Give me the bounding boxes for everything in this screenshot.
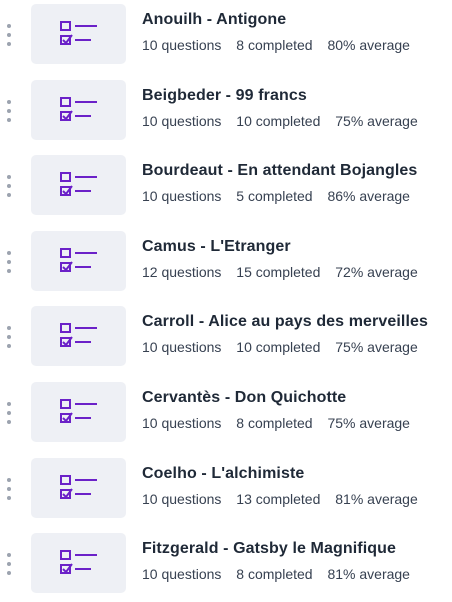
quiz-stats: 10 questions 8 completed 80% average: [142, 37, 410, 53]
drag-handle-icon[interactable]: [6, 251, 12, 273]
average-score: 72% average: [335, 264, 418, 280]
completed-count: 8 completed: [236, 37, 313, 53]
quiz-item[interactable]: Anouilh - Antigone 10 questions 8 comple…: [0, 4, 452, 64]
drag-handle-icon[interactable]: [6, 478, 12, 500]
checklist-icon: [59, 21, 97, 45]
quiz-title[interactable]: Anouilh - Antigone: [142, 11, 287, 28]
quiz-title[interactable]: Fitzgerald - Gatsby le Magnifique: [142, 540, 396, 557]
quiz-stats: 10 questions 10 completed 75% average: [142, 339, 418, 355]
checklist-icon: [59, 248, 97, 272]
quiz-thumbnail[interactable]: [31, 533, 126, 593]
drag-handle-icon[interactable]: [6, 326, 12, 348]
quiz-title[interactable]: Carroll - Alice au pays des merveilles: [142, 313, 429, 330]
quiz-thumbnail[interactable]: [31, 458, 126, 518]
quiz-thumbnail[interactable]: [31, 80, 126, 140]
question-count: 12 questions: [142, 264, 222, 280]
completed-count: 10 completed: [236, 113, 321, 129]
question-count: 10 questions: [142, 188, 222, 204]
quiz-item[interactable]: Coelho - L'alchimiste 10 questions 13 co…: [0, 458, 452, 518]
question-count: 10 questions: [142, 566, 222, 582]
average-score: 75% average: [335, 113, 418, 129]
average-score: 81% average: [335, 491, 418, 507]
quiz-stats: 10 questions 8 completed 81% average: [142, 566, 410, 582]
average-score: 75% average: [335, 339, 418, 355]
completed-count: 10 completed: [236, 339, 321, 355]
quiz-item[interactable]: Camus - L'Etranger 12 questions 15 compl…: [0, 231, 452, 291]
quiz-item[interactable]: Bourdeaut - En attendant Bojangles 10 qu…: [0, 155, 452, 215]
checklist-icon: [59, 475, 97, 499]
checklist-icon: [59, 97, 97, 121]
quiz-title[interactable]: Camus - L'Etranger: [142, 238, 291, 255]
quiz-item[interactable]: Fitzgerald - Gatsby le Magnifique 10 que…: [0, 533, 452, 593]
question-count: 10 questions: [142, 113, 222, 129]
quiz-title[interactable]: Beigbeder - 99 francs: [142, 87, 307, 104]
quiz-stats: 12 questions 15 completed 72% average: [142, 264, 418, 280]
quiz-thumbnail[interactable]: [31, 155, 126, 215]
quiz-item[interactable]: Carroll - Alice au pays des merveilles 1…: [0, 306, 452, 366]
quiz-stats: 10 questions 5 completed 86% average: [142, 188, 410, 204]
quiz-title[interactable]: Coelho - L'alchimiste: [142, 465, 305, 482]
completed-count: 8 completed: [236, 566, 313, 582]
quiz-thumbnail[interactable]: [31, 306, 126, 366]
quiz-stats: 10 questions 10 completed 75% average: [142, 113, 418, 129]
checklist-icon: [59, 399, 97, 423]
completed-count: 8 completed: [236, 415, 313, 431]
completed-count: 13 completed: [236, 491, 321, 507]
quiz-thumbnail[interactable]: [31, 382, 126, 442]
drag-handle-icon[interactable]: [6, 100, 12, 122]
question-count: 10 questions: [142, 339, 222, 355]
completed-count: 5 completed: [236, 188, 313, 204]
average-score: 80% average: [327, 37, 410, 53]
quiz-thumbnail[interactable]: [31, 231, 126, 291]
quiz-stats: 10 questions 8 completed 75% average: [142, 415, 410, 431]
drag-handle-icon[interactable]: [6, 24, 12, 46]
drag-handle-icon[interactable]: [6, 402, 12, 424]
average-score: 75% average: [327, 415, 410, 431]
drag-handle-icon[interactable]: [6, 175, 12, 197]
quiz-title[interactable]: Cervantès - Don Quichotte: [142, 389, 347, 406]
quiz-stats: 10 questions 13 completed 81% average: [142, 491, 418, 507]
drag-handle-icon[interactable]: [6, 553, 12, 575]
quiz-item[interactable]: Cervantès - Don Quichotte 10 questions 8…: [0, 382, 452, 442]
quiz-item[interactable]: Beigbeder - 99 francs 10 questions 10 co…: [0, 80, 452, 140]
question-count: 10 questions: [142, 37, 222, 53]
checklist-icon: [59, 172, 97, 196]
completed-count: 15 completed: [236, 264, 321, 280]
checklist-icon: [59, 323, 97, 347]
quiz-title[interactable]: Bourdeaut - En attendant Bojangles: [142, 162, 418, 179]
checklist-icon: [59, 550, 97, 574]
average-score: 81% average: [327, 566, 410, 582]
question-count: 10 questions: [142, 415, 222, 431]
average-score: 86% average: [327, 188, 410, 204]
question-count: 10 questions: [142, 491, 222, 507]
quiz-thumbnail[interactable]: [31, 4, 126, 64]
